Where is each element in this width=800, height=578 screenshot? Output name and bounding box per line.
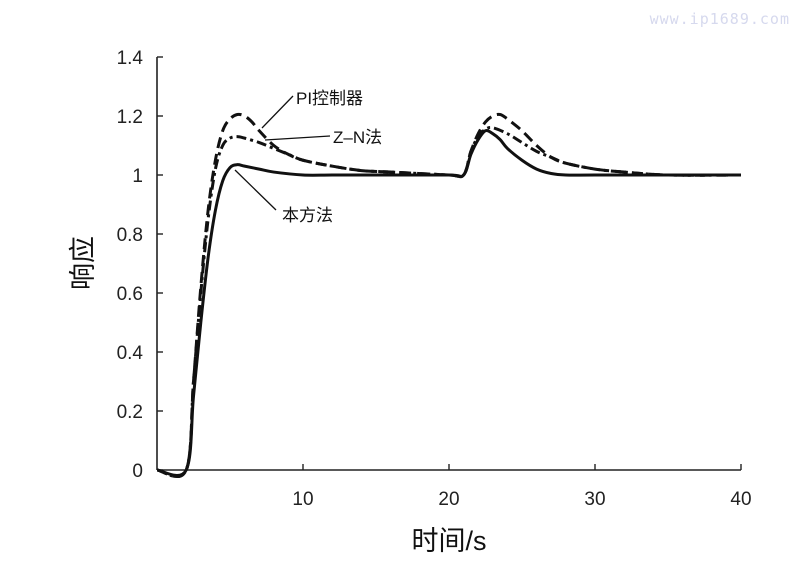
y-tick: 0.2 — [117, 402, 163, 423]
watermark: www.ip1689.com — [649, 10, 790, 28]
y-tick-label: 0 — [132, 461, 143, 482]
series-solid — [156, 129, 741, 477]
annotation: Z–N法 — [264, 128, 382, 147]
plot-series — [156, 112, 742, 478]
x-tick-label: 40 — [730, 489, 751, 510]
y-tick: 1.2 — [117, 107, 163, 128]
y-tick-label: 0.4 — [117, 343, 144, 364]
series-dashed — [156, 112, 742, 478]
x-tick: 40 — [730, 464, 752, 510]
x-tick-label: 20 — [438, 489, 459, 510]
y-tick: 0.8 — [117, 225, 163, 246]
y-tick-label: 1 — [132, 166, 143, 187]
x-tick-label: 10 — [292, 489, 313, 510]
y-tick: 1 — [132, 166, 163, 187]
x-tick-label: 30 — [584, 489, 605, 510]
y-tick-label: 0.2 — [117, 402, 143, 423]
y-tick: 0.4 — [117, 343, 163, 364]
annotation-label: PI控制器 — [296, 89, 363, 108]
axes: 0 0.2 0.4 0.6 0.8 1 1.2 1.4 10 20 30 40 — [117, 48, 752, 510]
x-tick: 20 — [438, 464, 460, 510]
annotation: 本方法 — [234, 169, 333, 225]
y-tick-label: 0.6 — [117, 284, 143, 305]
x-axis-label: 时间/s — [411, 526, 486, 556]
y-tick-label: 1.2 — [117, 107, 143, 128]
y-tick-label: 1.4 — [117, 48, 144, 69]
annotation-label: Z–N法 — [333, 128, 382, 147]
y-tick: 1.4 — [117, 48, 163, 69]
annotation-label: 本方法 — [282, 206, 333, 225]
y-tick: 0.6 — [117, 284, 163, 305]
y-axis-label: 响应 — [68, 236, 98, 290]
x-tick: 30 — [584, 464, 606, 510]
annotation: PI控制器 — [261, 89, 363, 129]
y-tick-label: 0.8 — [117, 225, 143, 246]
x-tick: 10 — [292, 464, 314, 510]
